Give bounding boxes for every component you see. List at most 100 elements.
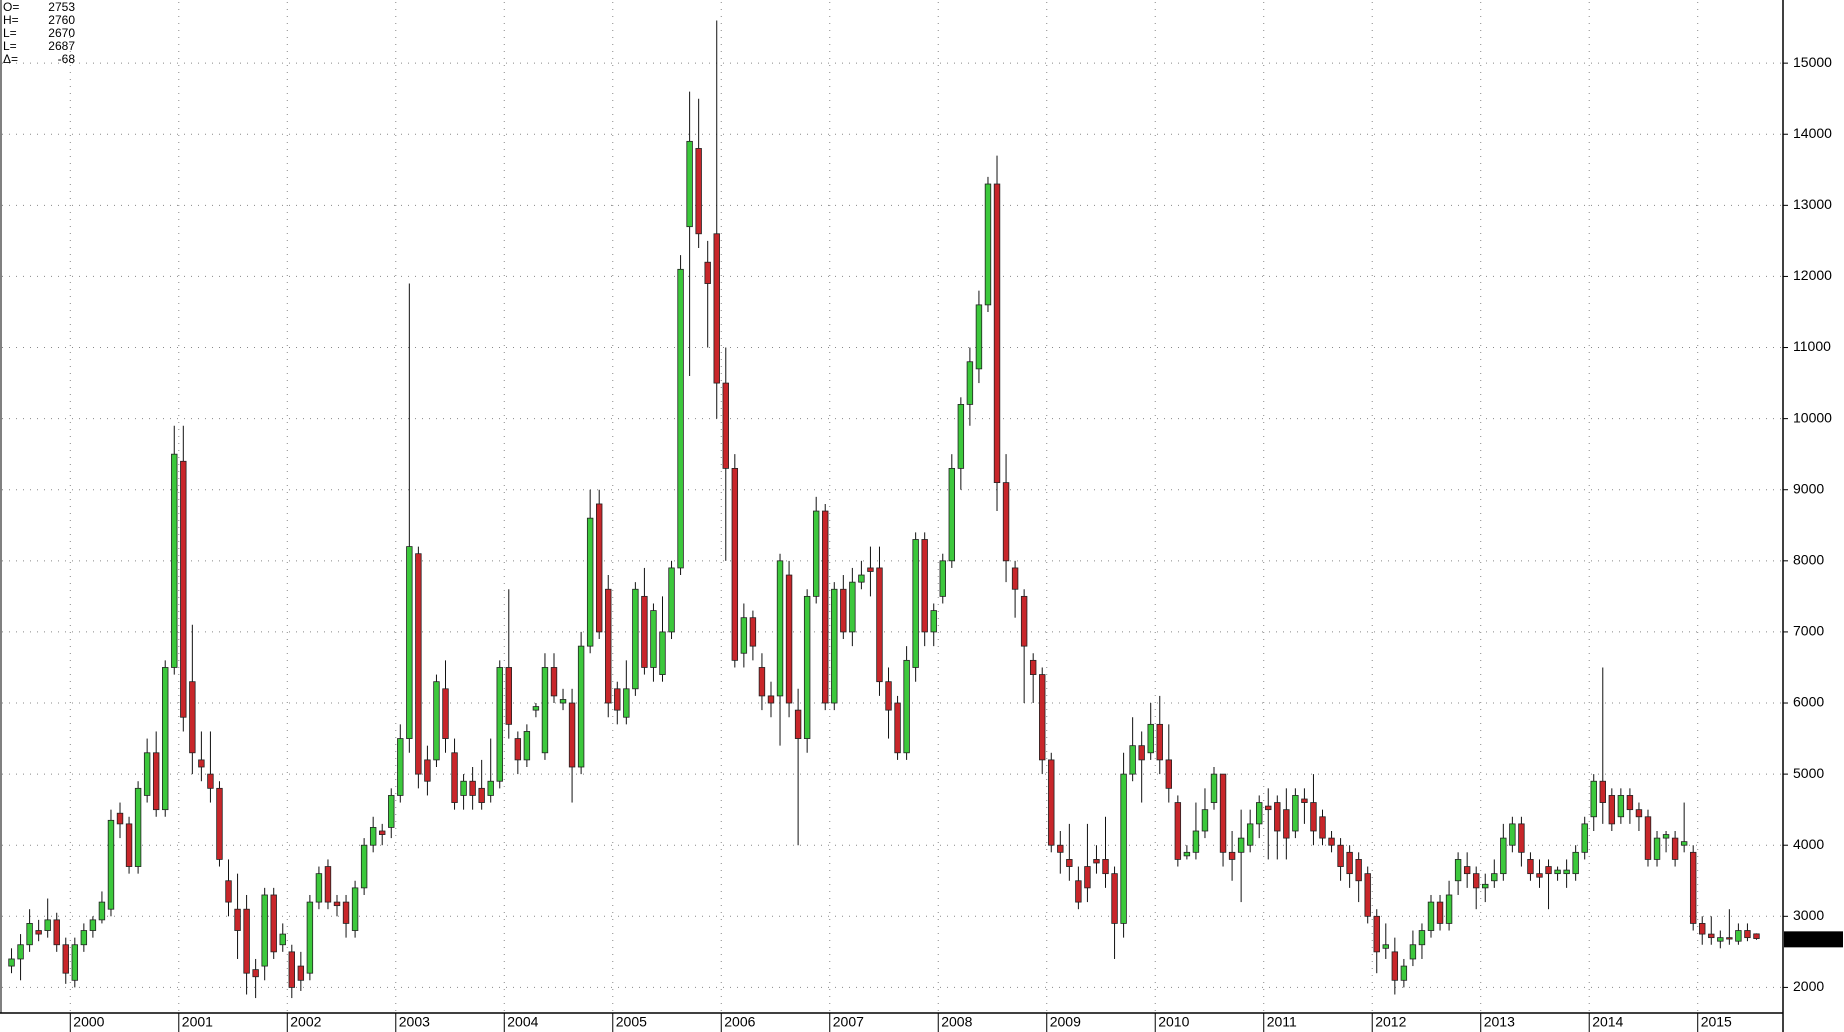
candle-body — [1346, 851, 1353, 875]
candle-body — [1391, 951, 1399, 981]
candle-body — [152, 752, 160, 811]
candle-body — [1328, 837, 1335, 846]
y-tick-label: 2000 — [1793, 978, 1824, 994]
candle-body — [89, 919, 97, 931]
candle-body — [1418, 930, 1426, 946]
candle-body — [1246, 823, 1254, 846]
candle-body — [559, 699, 567, 704]
candle-body — [1219, 773, 1227, 853]
readout-value: 2753 — [48, 0, 75, 14]
candle-body — [162, 667, 169, 811]
candle-body — [26, 923, 33, 946]
candle-body — [451, 752, 458, 803]
candle-body — [1454, 859, 1462, 882]
candle-body — [1120, 773, 1127, 924]
candle-body — [632, 588, 639, 690]
candle-body — [369, 827, 377, 846]
candle-body — [107, 819, 115, 910]
candle-body — [1084, 866, 1091, 889]
candle-body — [1011, 567, 1019, 590]
candle-body — [514, 738, 522, 761]
candle-body — [1183, 851, 1191, 857]
candle-body — [351, 887, 359, 931]
candle-body — [1075, 880, 1082, 903]
candle-body — [1509, 823, 1516, 846]
x-tick-label: 2009 — [1050, 1014, 1081, 1030]
y-tick-label: 9000 — [1793, 480, 1824, 496]
candle-body — [1283, 809, 1290, 839]
x-tick-label: 2001 — [182, 1014, 213, 1030]
x-tick-label: 2011 — [1267, 1014, 1297, 1030]
x-tick-label: 2003 — [399, 1014, 430, 1030]
candle-body — [668, 567, 675, 633]
candle-body — [586, 517, 594, 647]
readout-label: H= — [3, 13, 19, 27]
candle-body — [966, 361, 974, 405]
candle-body — [80, 930, 88, 946]
candle-body — [713, 233, 720, 384]
candle-body — [35, 930, 42, 935]
x-tick-label: 2008 — [941, 1014, 972, 1030]
candle-body — [98, 901, 106, 921]
candle-body — [1066, 859, 1073, 867]
candle-body — [785, 574, 793, 704]
candle-body — [1057, 844, 1064, 853]
candle-body — [1301, 798, 1308, 803]
candle-body — [677, 268, 684, 569]
candle-body — [867, 567, 874, 572]
candle-body — [53, 919, 60, 946]
candle-body — [1518, 823, 1525, 853]
candle-body — [1355, 859, 1362, 882]
candle-body — [1599, 780, 1606, 803]
candle-body — [487, 780, 494, 796]
candle-body — [550, 667, 558, 697]
candle-body — [1201, 809, 1209, 832]
candle-body — [1129, 745, 1136, 775]
candle-body — [1500, 837, 1507, 875]
candle-body — [388, 795, 395, 828]
candle-body — [1111, 873, 1118, 924]
candle-body — [1717, 937, 1724, 942]
y-tick-label: 3000 — [1793, 907, 1824, 923]
candle-body — [1563, 869, 1570, 875]
candle-body — [957, 404, 965, 469]
candle-body — [650, 610, 657, 668]
candle-body — [532, 706, 540, 711]
candle-body — [198, 759, 205, 768]
candle-body — [921, 539, 928, 633]
candle-body — [1482, 883, 1489, 889]
candle-body — [1093, 859, 1100, 864]
readout-value: 2687 — [48, 39, 75, 53]
candle-body — [1002, 482, 1010, 562]
candle-body — [1554, 869, 1561, 875]
candle-body — [1292, 795, 1299, 832]
candle-body — [641, 595, 648, 668]
y-tick-label: 14000 — [1793, 125, 1832, 141]
candle-body — [758, 667, 766, 697]
candle-body — [1527, 859, 1534, 875]
candle-body — [1581, 823, 1588, 853]
readout-value: -68 — [58, 52, 76, 66]
y-tick-label: 12000 — [1793, 267, 1832, 283]
candle-body — [261, 894, 268, 967]
candle-body — [1689, 851, 1697, 924]
x-tick-label: 2007 — [833, 1014, 864, 1030]
candle-body — [803, 595, 811, 739]
candle-body — [17, 944, 24, 960]
candle-body — [415, 553, 422, 775]
candle-body — [324, 866, 332, 903]
candle-body — [297, 965, 305, 981]
candle-body — [1491, 873, 1498, 882]
candle-body — [1680, 841, 1688, 846]
candle-body — [1427, 901, 1435, 931]
candle-body — [1644, 816, 1652, 860]
candle-body — [767, 695, 775, 704]
candle-body — [614, 688, 621, 711]
candle-body — [44, 919, 51, 931]
candle-body — [225, 880, 232, 903]
candle-body — [1174, 802, 1182, 860]
y-tick-label: 13000 — [1793, 196, 1832, 212]
candle-body — [812, 510, 820, 597]
